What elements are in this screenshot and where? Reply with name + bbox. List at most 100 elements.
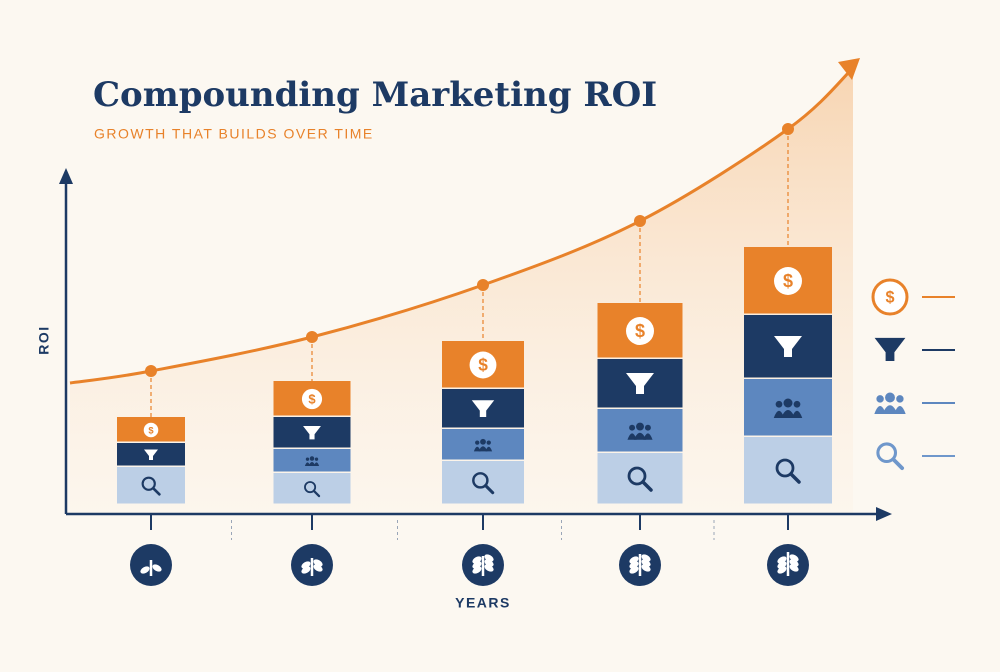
- icon-shape: [896, 395, 904, 403]
- stage-icon: [777, 556, 787, 564]
- icon-shape: [471, 400, 495, 417]
- stage-icon: [789, 554, 799, 562]
- icon-shape: [633, 432, 647, 440]
- icon-shape: [472, 472, 489, 489]
- bar-segment: [744, 437, 832, 504]
- icon-shape: [626, 373, 654, 394]
- stage-icon: [313, 559, 323, 567]
- icon-shape: $: [148, 425, 154, 435]
- icon: [626, 373, 654, 394]
- icon: [775, 458, 801, 484]
- icon-shape: [143, 422, 159, 438]
- x-axis-arrow: [876, 507, 892, 521]
- icon: $: [877, 284, 903, 310]
- icon: [303, 425, 321, 440]
- stage-icon: [301, 561, 311, 569]
- icon-shape: [141, 476, 156, 491]
- icon-shape: [314, 457, 319, 461]
- icon-shape: $: [478, 355, 488, 375]
- icon-shape: [775, 458, 795, 478]
- icon-shape: [627, 433, 637, 440]
- icon-shape: $: [783, 271, 793, 291]
- roi-point: [477, 279, 489, 291]
- icon-shape: [313, 462, 320, 466]
- bar-segment: [117, 467, 185, 504]
- icon-shape: [791, 410, 803, 418]
- roi-point: [306, 331, 318, 343]
- chart-subtitle: GROWTH THAT BUILDS OVER TIME: [94, 126, 374, 142]
- icon-shape: [636, 422, 644, 431]
- icon-shape: [478, 446, 488, 452]
- icon-shape: [475, 440, 480, 445]
- icon-shape: [485, 446, 493, 452]
- icon-shape: [894, 406, 906, 414]
- icon-shape: [775, 400, 783, 408]
- icon: [141, 476, 161, 496]
- bar-segment: [597, 453, 683, 504]
- bar-segment: [442, 461, 524, 504]
- icon-shape: [486, 440, 491, 445]
- icon-shape: [874, 337, 906, 361]
- y-axis-arrow: [59, 168, 73, 184]
- icon: [773, 398, 803, 418]
- icon-shape: [644, 424, 651, 431]
- x-axis-label: YEARS: [455, 595, 511, 611]
- icon: [471, 400, 495, 417]
- roi-point: [634, 215, 646, 227]
- icon-shape: [781, 410, 795, 418]
- icon-shape: [643, 433, 653, 440]
- icon-shape: [876, 395, 884, 403]
- icon: [472, 472, 495, 495]
- stage-icon: [152, 564, 162, 572]
- icon-shape: [484, 484, 495, 495]
- icon-shape: [480, 438, 486, 445]
- icon: $: [774, 267, 802, 295]
- icon-shape: [783, 398, 793, 408]
- icon-shape: [469, 351, 497, 379]
- icon-shape: [305, 457, 310, 461]
- icon-shape: [877, 284, 903, 310]
- icon: [304, 456, 320, 466]
- icon-shape: $: [885, 288, 894, 306]
- icon-shape: [793, 400, 801, 408]
- roi-point: [782, 123, 794, 135]
- icon: $: [626, 317, 654, 345]
- icon: [473, 438, 493, 452]
- chart-title: Compounding Marketing ROI: [93, 75, 657, 115]
- icon-shape: [876, 442, 898, 464]
- icon-shape: [473, 446, 481, 452]
- icon-shape: [626, 317, 654, 345]
- icon-shape: [774, 336, 802, 357]
- icon-shape: [773, 410, 785, 418]
- icon: [874, 337, 906, 361]
- icon-shape: [789, 472, 801, 484]
- icon-shape: [885, 392, 895, 403]
- stage-icon: [472, 556, 482, 564]
- curve-arrow: [838, 58, 860, 80]
- icon-shape: [304, 462, 311, 466]
- stage-icon: [484, 554, 494, 562]
- y-axis-label: ROI: [36, 325, 52, 354]
- bar-segment: [273, 473, 351, 504]
- icon-shape: [151, 486, 161, 496]
- icon-shape: [641, 480, 653, 492]
- icon: $: [469, 351, 497, 379]
- stage-icon: [140, 566, 150, 574]
- icon: [304, 481, 321, 498]
- icon: [627, 422, 653, 440]
- icon-shape: [301, 388, 323, 410]
- icon: [774, 336, 802, 357]
- icon-shape: [144, 449, 158, 460]
- stage-icon: [641, 554, 651, 562]
- icon: [627, 466, 653, 492]
- icon: [144, 449, 158, 460]
- icon-shape: [629, 424, 636, 431]
- icon-shape: [627, 466, 647, 486]
- icon-shape: $: [308, 391, 316, 406]
- icon-shape: [882, 405, 898, 414]
- icon-shape: [304, 481, 317, 494]
- icon-shape: [312, 489, 321, 498]
- icon: $: [143, 422, 159, 438]
